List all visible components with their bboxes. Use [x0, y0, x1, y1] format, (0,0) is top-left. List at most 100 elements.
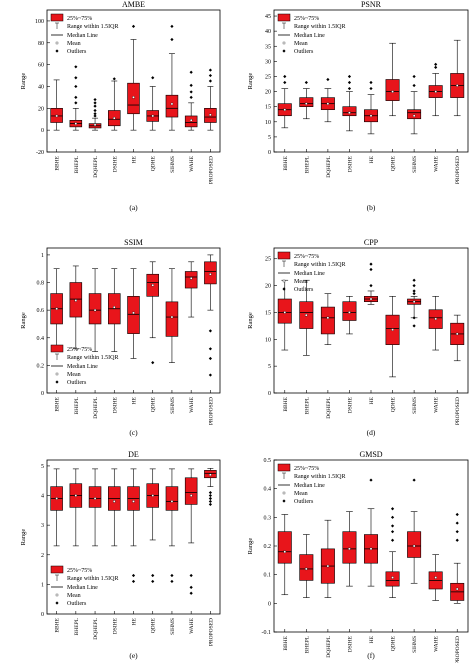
outlier-point: [283, 74, 287, 79]
chart-panel-de: DE 0 1 2 3 4 5 Range BBHE BHEPL DQHEPL DSIHE HE QDHE S…: [20, 450, 221, 660]
mean-marker: [151, 284, 154, 287]
box-qdhe: QDHE: [146, 468, 159, 633]
box-bbhe: BBHE: [277, 279, 292, 412]
box-bbhe: BBHE: [50, 79, 63, 171]
box-bhepl: BHEPL: [69, 468, 83, 635]
x-tick-label: BHEPL: [304, 155, 310, 173]
outlier-point: [412, 316, 416, 320]
box-qdhe: QDHE: [385, 42, 400, 171]
mean-marker: [132, 96, 135, 99]
x-tick-label: PROPOSED: [455, 397, 461, 425]
x-tick-label: DQHEPL: [93, 396, 99, 418]
mean-marker: [326, 564, 330, 568]
chart-title: SSIM: [124, 238, 143, 247]
box-sihms: SIHMS: [407, 278, 422, 414]
mean-marker: [326, 316, 330, 319]
box-bbhe: BBHE: [277, 514, 292, 651]
outlier-point: [369, 267, 373, 272]
x-tick-label: QDHE: [151, 396, 157, 412]
mean-marker: [113, 116, 116, 120]
outlier-point: [369, 283, 373, 288]
legend: 25%~75% Range within 1.5IQR Median Line Mea…: [277, 463, 346, 505]
y-axis-label: Range: [20, 73, 27, 90]
x-tick-label: BBHE: [55, 396, 61, 411]
y-axis-label: Range: [247, 312, 254, 329]
legend-mean-label: Mean: [294, 41, 308, 47]
outlier-point: [326, 77, 330, 82]
x-tick-label: DQHEPL: [326, 155, 332, 177]
legend-box-label: 25%~75%: [294, 16, 319, 22]
outlier-point: [304, 80, 308, 85]
outlier-point: [434, 65, 438, 70]
x-tick-label: PROPOSED: [208, 397, 214, 425]
x-tick-label: SIHMS: [170, 397, 176, 414]
mean-marker: [391, 90, 394, 93]
chart-panel-psnr: PSNR 0 5 10 15 20 25 30 35 40 45 Range BBHE BHEPL DQHE…: [247, 0, 469, 212]
box-he: HE: [364, 478, 378, 643]
mean-marker: [151, 114, 154, 118]
box-proposed: PROPOSED: [450, 314, 465, 425]
x-tick-label: BHEPL: [304, 635, 310, 653]
x-tick-label: DSIHE: [347, 396, 353, 413]
mean-marker: [456, 84, 459, 87]
y-tick-label: 0.4: [264, 487, 272, 493]
x-tick-label: WAHE: [434, 155, 440, 172]
legend-box-label: 25%~75%: [67, 347, 92, 353]
x-tick-label: WAHE: [434, 635, 440, 652]
legend-box-label: 25%~75%: [67, 568, 92, 574]
mean-marker: [74, 299, 77, 302]
y-tick-label: 30: [265, 59, 271, 65]
box-dqhepl: DQHEPL: [88, 268, 102, 419]
mean-marker: [55, 114, 58, 118]
outlier-point: [434, 62, 438, 66]
y-tick-label: 10: [265, 337, 271, 343]
iqr-box: [127, 296, 140, 334]
outlier-point: [151, 76, 155, 80]
box-proposed: PROPOSED: [204, 254, 217, 425]
y-tick-label: 3: [41, 523, 44, 529]
box-bhepl: BHEPL: [69, 265, 83, 414]
mean-marker: [132, 311, 135, 315]
outlier-point: [390, 507, 395, 511]
outlier-point: [131, 573, 136, 578]
iqr-box: [88, 486, 102, 508]
mean-marker: [283, 311, 286, 314]
legend-range-label: Range within 1.5IQR: [294, 474, 346, 480]
x-tick-label: BHEPL: [304, 396, 310, 414]
outlier-point: [189, 573, 193, 578]
outlier-point: [170, 37, 174, 42]
outlier-point: [93, 97, 97, 102]
y-tick-label: 25: [265, 257, 271, 263]
outlier-point: [131, 579, 136, 584]
legend-range-label: Range within 1.5IQR: [294, 262, 346, 268]
outlier-point: [208, 493, 212, 498]
legend: 25%~75% Range within 1.5IQR Median Line Mea…: [277, 251, 346, 293]
iqr-box: [342, 106, 357, 117]
outlier-point: [208, 373, 212, 377]
iqr-box: [184, 271, 198, 289]
y-tick-label: 45: [265, 14, 271, 20]
x-tick-label: HE: [369, 155, 375, 163]
outlier-point: [208, 347, 212, 351]
y-tick-label: 5: [41, 464, 44, 470]
box-dqhepl: DQHEPL: [320, 293, 335, 419]
y-tick-label: 20: [265, 90, 271, 96]
outlier-point: [189, 95, 193, 99]
iqr-box: [385, 79, 400, 101]
y-tick-label: 80: [38, 41, 44, 47]
mean-marker: [283, 550, 286, 553]
x-tick-label: WAHE: [434, 396, 440, 413]
outlier-point: [390, 530, 395, 534]
mean-marker: [369, 114, 373, 117]
panel-caption: (a): [129, 203, 138, 212]
iqr-box: [299, 554, 314, 581]
box-he: HE: [127, 268, 140, 404]
box-qdhe: QDHE: [146, 261, 159, 412]
outlier-point: [208, 502, 212, 507]
y-tick-label: 15: [265, 105, 271, 111]
box-dsihe: DSIHE: [342, 511, 357, 652]
iqr-box: [165, 486, 179, 511]
x-tick-label: QDHE: [151, 155, 157, 171]
legend-mean-label: Mean: [67, 593, 81, 599]
